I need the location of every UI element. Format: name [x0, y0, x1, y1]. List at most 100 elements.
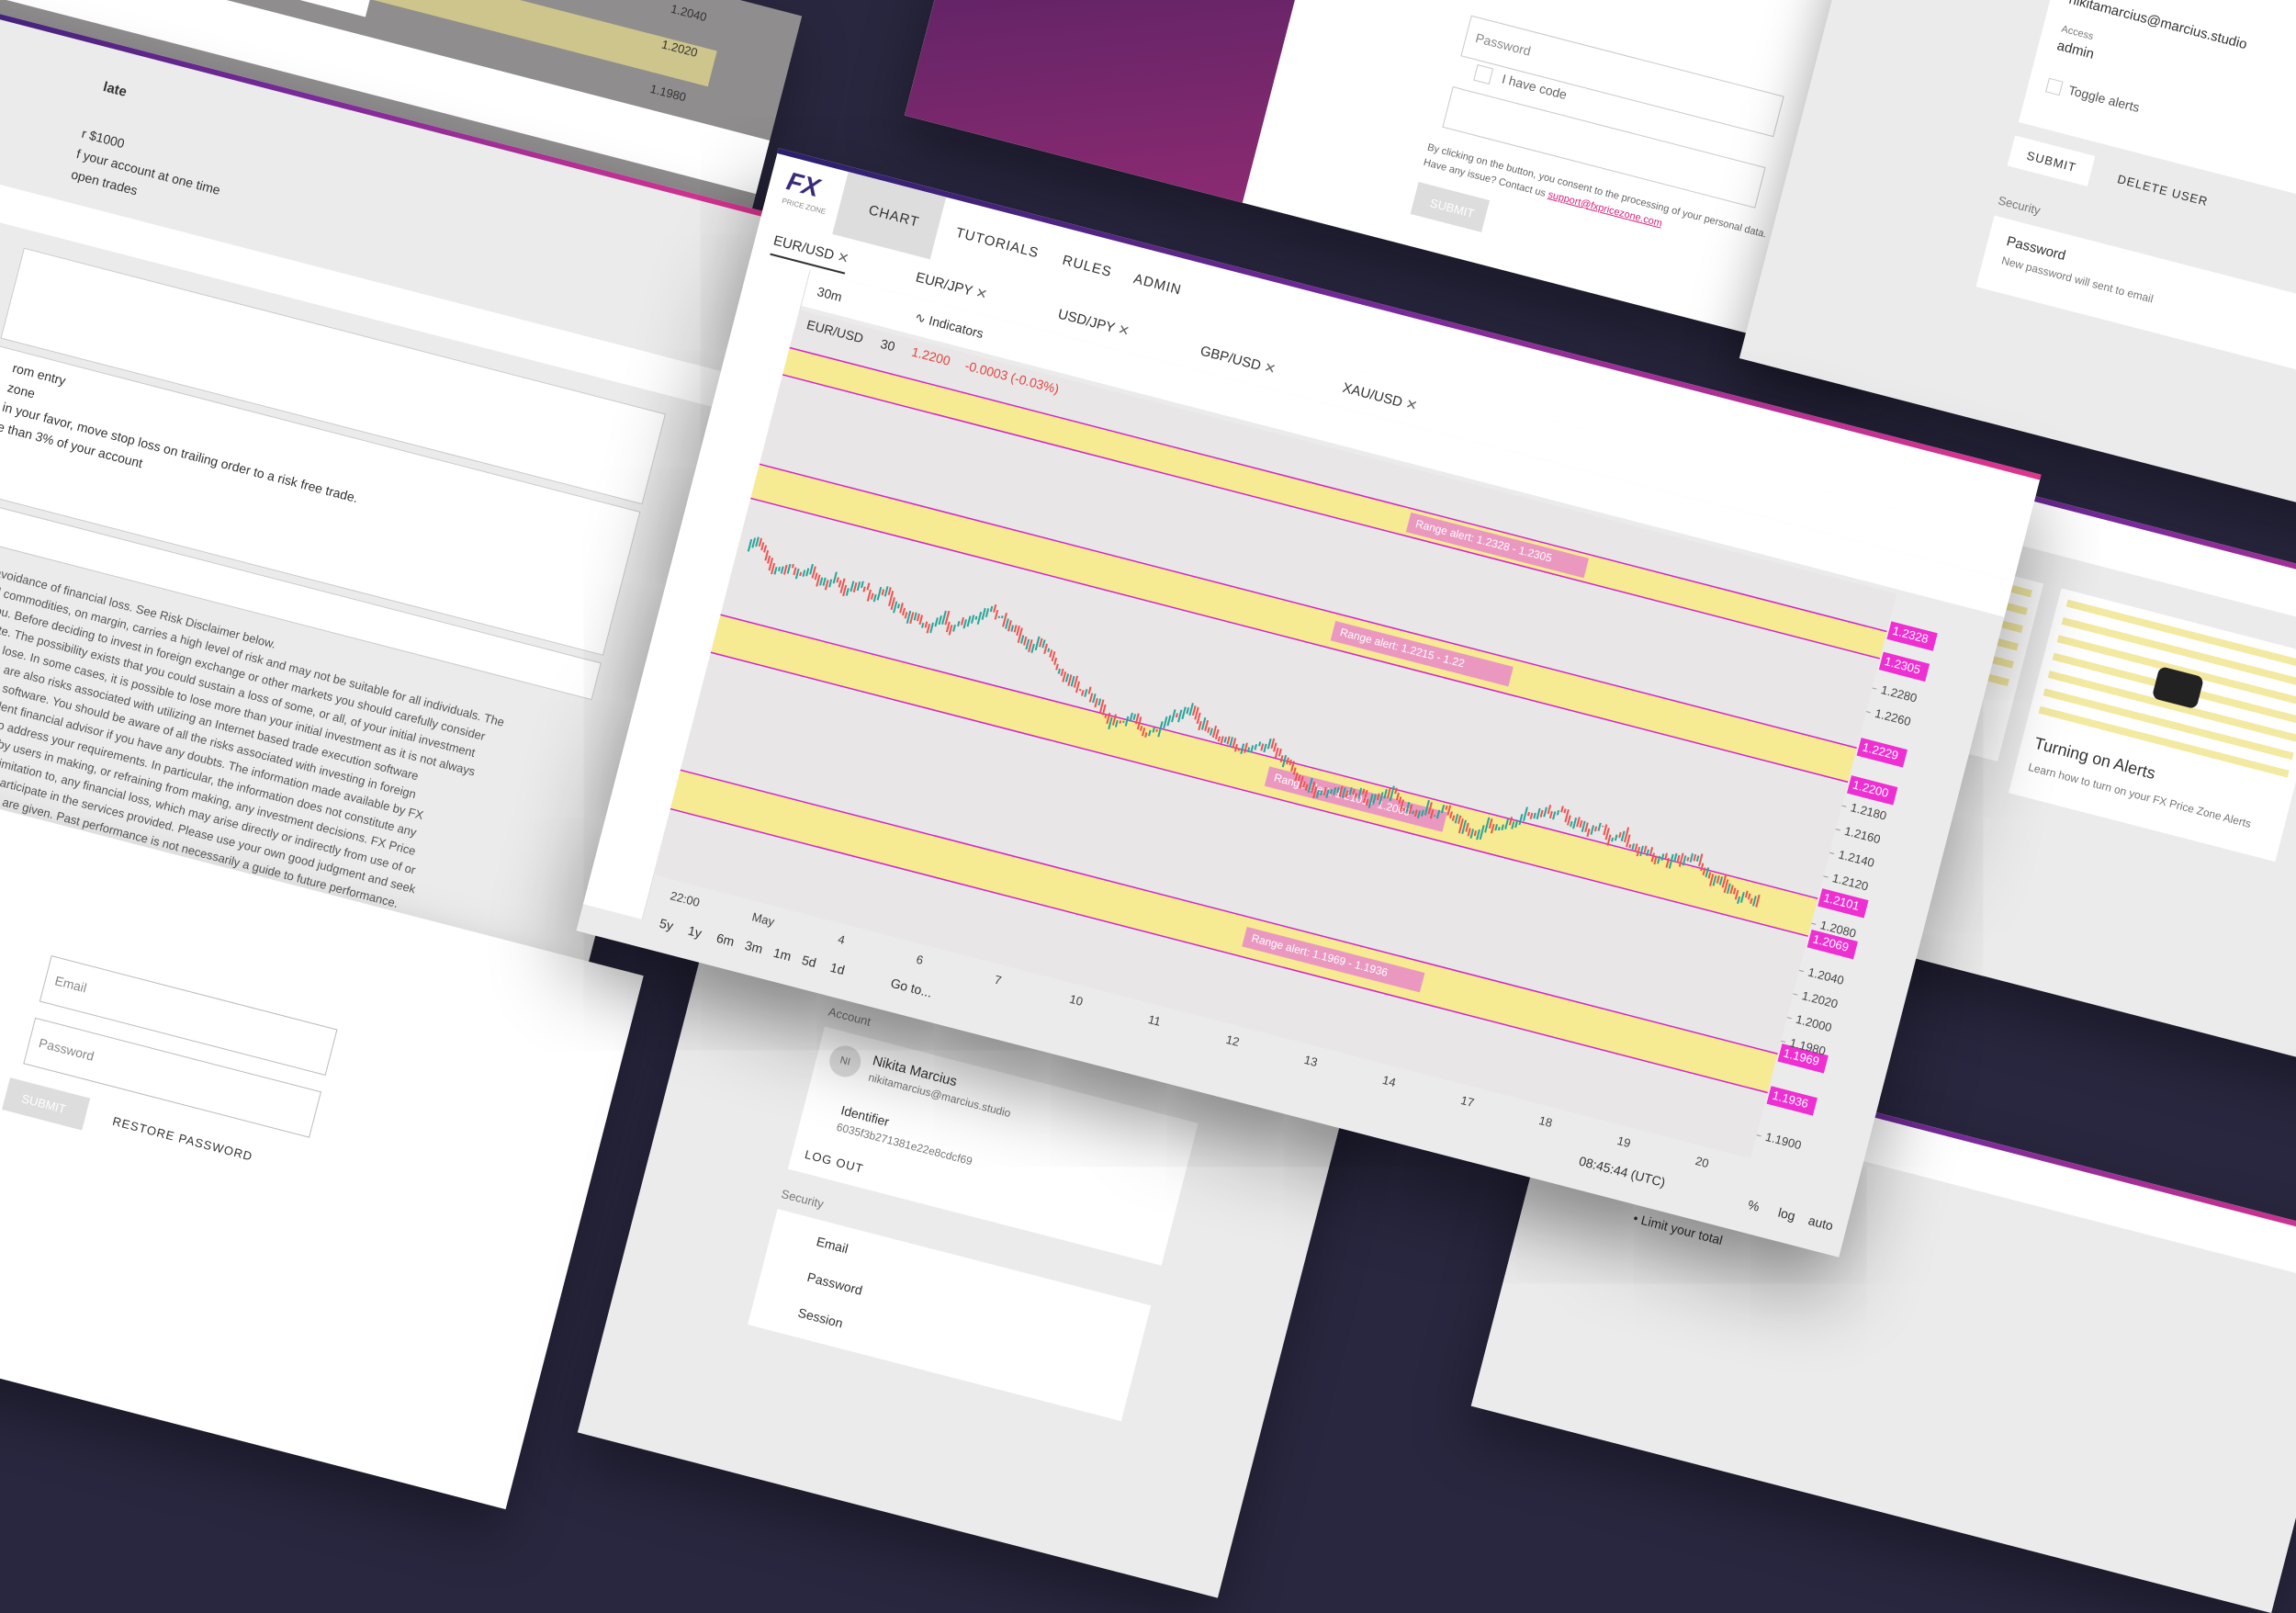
candle [1145, 732, 1146, 737]
placeholder: Password [1474, 30, 1533, 59]
time-label: 22:00 [669, 888, 701, 909]
tutorial-card[interactable]: Turning on Alerts Learn how to turn on y… [2009, 588, 2296, 862]
item-hint: New password will sent to email [2000, 254, 2155, 305]
placeholder: Email [53, 973, 88, 995]
text-line: f your account at one time [75, 146, 222, 197]
time-label: 18 [1537, 1113, 1554, 1130]
candle [999, 616, 1000, 618]
checkbox[interactable] [1473, 64, 1493, 85]
candle [863, 587, 864, 592]
heading: late [102, 79, 129, 100]
tick-mark [1793, 994, 1797, 995]
candle [1412, 810, 1413, 814]
candle [1176, 713, 1177, 717]
candle [1219, 737, 1220, 742]
candle [1558, 810, 1559, 815]
candle [1499, 827, 1500, 830]
candle [1259, 742, 1260, 747]
time-label: 20 [1694, 1154, 1711, 1170]
goto-button: Go to... [889, 976, 933, 1000]
field-value[interactable]: nikitamarcius@marcius.studio [2067, 0, 2248, 52]
text-line: r $1000 [80, 126, 126, 151]
tick-mark [1757, 1135, 1761, 1136]
range-button[interactable]: 1d [828, 960, 846, 977]
price-tick-label: 1.2180 [1850, 800, 1888, 822]
submit-button[interactable]: SUBMIT [2, 1077, 90, 1130]
placeholder: Password [38, 1035, 96, 1064]
candle [1059, 669, 1060, 673]
submit-button[interactable]: SUBMIT [1411, 182, 1490, 232]
candle [1080, 689, 1081, 691]
range-button[interactable]: 1y [687, 923, 703, 941]
range-button[interactable]: 5y [658, 916, 675, 933]
candle [1403, 808, 1404, 811]
clock: 08:45:44 (UTC) [1578, 1154, 1667, 1190]
logout-button[interactable]: LOG OUT [804, 1147, 865, 1176]
candle [1248, 748, 1249, 752]
candle [1239, 749, 1240, 751]
candle [1156, 729, 1157, 732]
time-label: 11 [1147, 1012, 1163, 1029]
price-label: 1.2040 [670, 2, 708, 24]
price-tick-label: 1.2000 [1795, 1012, 1833, 1034]
section-title: Account [827, 1004, 872, 1028]
hero: m of master Forex rs and educators. [905, 0, 1339, 203]
tick-mark [1824, 876, 1829, 877]
tick-mark [1811, 923, 1816, 924]
candle [1595, 827, 1596, 831]
candle [1687, 857, 1688, 861]
range-button[interactable]: 5d [800, 953, 817, 970]
candle [1141, 726, 1142, 730]
tick-mark [1787, 1018, 1792, 1019]
button-label: SUBMIT [2025, 149, 2077, 175]
scale-option: log [1776, 1205, 1796, 1224]
time-label: 14 [1381, 1073, 1398, 1089]
avatar: NI [827, 1043, 864, 1080]
submit-button[interactable]: SUBMIT [2008, 135, 2096, 186]
price-tick-label: 1.2280 [1880, 682, 1919, 705]
time-label: May [750, 909, 776, 929]
time-label: 7 [993, 973, 1003, 987]
section-title: Security [1997, 193, 2042, 217]
delete-button[interactable]: DELETE USER [2116, 172, 2210, 209]
button-label: SUBMIT [20, 1091, 67, 1116]
candle [1564, 809, 1565, 814]
tick-mark [1866, 712, 1871, 713]
candle [922, 623, 923, 627]
nav-tab[interactable]: ADMIN [59, 0, 103, 1]
price-tick-label: 1.2140 [1837, 847, 1875, 869]
range-button[interactable]: 6m [715, 931, 737, 949]
page: CLOSE ULES ADMIN 1.2040 1.2020 1.1980 08… [0, 0, 2296, 1378]
time-label: 17 [1459, 1093, 1476, 1110]
price-tick-label: 1.1900 [1764, 1130, 1803, 1152]
price-tick-label: 1.2020 [1801, 988, 1840, 1010]
security-item[interactable]: Session [796, 1305, 844, 1331]
text-line: zone [6, 379, 37, 400]
candle [1475, 830, 1476, 836]
time-label: 12 [1224, 1032, 1241, 1049]
security-card[interactable]: Password New password will sent to email [1976, 216, 2296, 384]
candle [975, 616, 976, 620]
candle [779, 567, 780, 571]
range-button[interactable]: 3m [743, 938, 764, 956]
checkbox[interactable] [2045, 78, 2063, 96]
candle [958, 621, 959, 626]
tick-mark [1836, 829, 1840, 830]
tick-mark [1873, 688, 1877, 689]
tick-mark [1829, 852, 1834, 853]
button-label: SUBMIT [1429, 196, 1476, 220]
price-tick-label: 1.2260 [1874, 706, 1912, 728]
price-label: 1.1980 [648, 82, 687, 104]
price-tick-label: 1.2120 [1831, 871, 1870, 893]
restore-button[interactable]: RESTORE PASSWORD [111, 1114, 254, 1164]
time-label: 4 [837, 932, 847, 947]
price-tick-label: 1.2160 [1843, 824, 1882, 846]
time-label: 19 [1615, 1134, 1632, 1150]
security-item[interactable]: Password [805, 1269, 864, 1298]
candle [1105, 714, 1106, 717]
scale-option: % [1747, 1197, 1761, 1214]
time-label: 10 [1068, 992, 1085, 1009]
range-button[interactable]: 1m [771, 945, 793, 964]
security-item[interactable]: Email [815, 1234, 850, 1256]
scale-option: auto [1806, 1213, 1835, 1233]
